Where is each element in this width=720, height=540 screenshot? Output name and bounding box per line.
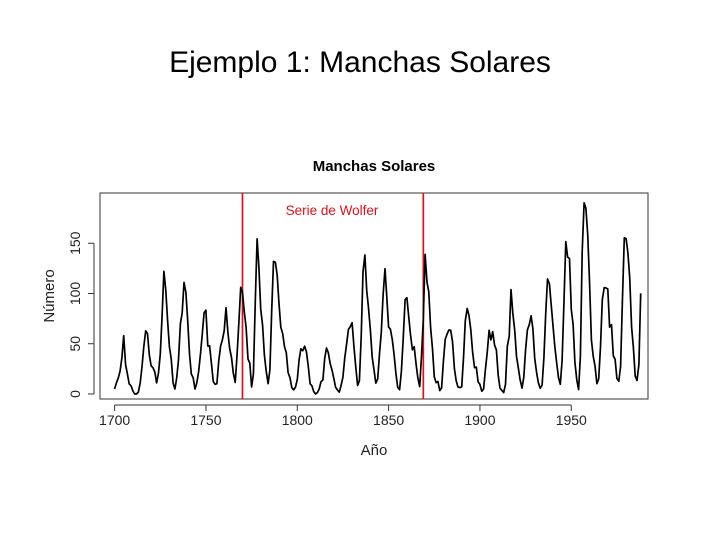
y-axis: 0 50 100 150: [67, 231, 95, 398]
chart-title: Manchas Solares: [313, 158, 436, 175]
annotation-serie-de-wolfer: Serie de Wolfer: [286, 203, 379, 218]
x-tick-label: 1800: [282, 412, 313, 428]
x-axis: 1700 1750 1800 1850 1900 1950: [99, 404, 587, 428]
y-tick-label: 150: [67, 231, 83, 255]
y-axis-label: Número: [41, 269, 58, 322]
y-tick-label: 100: [67, 282, 83, 306]
x-axis-label: Año: [361, 442, 388, 459]
x-tick-label: 1700: [99, 412, 130, 428]
annotations: Serie de Wolfer: [286, 203, 379, 218]
x-tick-label: 1950: [556, 412, 587, 428]
x-tick-label: 1900: [464, 412, 495, 428]
sunspot-series-line: [113, 201, 642, 395]
x-tick-label: 1850: [373, 412, 404, 428]
y-tick-label: 0: [67, 390, 83, 398]
slide-title: Ejemplo 1: Manchas Solares: [169, 46, 551, 79]
y-tick-label: 50: [67, 336, 83, 352]
plot-frame: [99, 192, 649, 400]
x-tick-label: 1750: [190, 412, 221, 428]
